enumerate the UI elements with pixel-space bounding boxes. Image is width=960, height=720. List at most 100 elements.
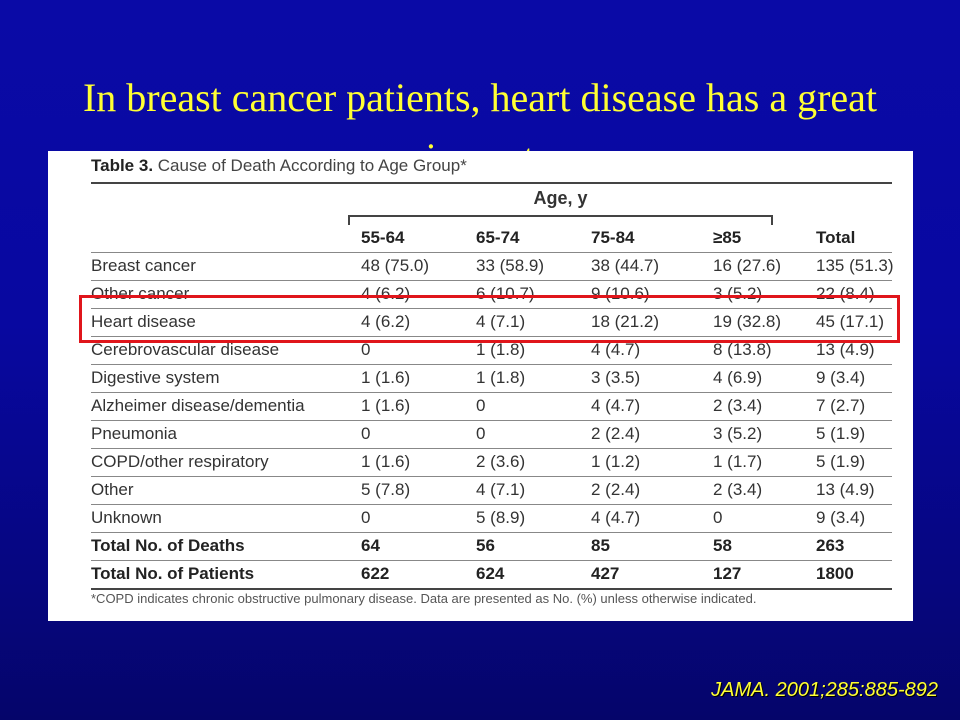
table-cell: 1800 [816,564,854,583]
table-cell: 38 (44.7) [591,256,660,275]
row-label: Other [91,480,134,499]
row-rule [91,448,892,449]
table-caption-text: Cause of Death According to Age Group* [157,156,467,175]
table-bottom-rule [91,588,892,590]
table-cell: 263 [816,536,845,555]
table-cell: 1 (1.7) [713,452,763,471]
table-cell: 9 (3.4) [816,508,866,527]
table-cell: 5 (7.8) [361,480,411,499]
table-row: Alzheimer disease/dementia 1 (1.6) 0 4 (… [91,392,892,420]
table-cell: 624 [476,564,505,583]
citation: JAMA. 2001;285:885-892 [711,679,938,701]
table-cell: 22 (8.4) [816,284,875,303]
table-cell: 0 [713,508,723,527]
row-rule [91,280,892,281]
heart-disease-highlight-box [79,295,900,343]
table-cell: 4 (6.2) [361,312,411,331]
column-header: 55-64 [361,228,405,247]
table-row: COPD/other respiratory 1 (1.6) 2 (3.6) 1… [91,448,892,476]
table-cell: 1 (1.8) [476,368,526,387]
table-row-heart-disease: Heart disease 4 (6.2) 4 (7.1) 18 (21.2) … [91,308,892,336]
row-label: Cerebrovascular disease [91,340,280,359]
column-header-row: 55-64 65-74 75-84 ≥85 Total [91,224,892,252]
table-cell: 33 (58.9) [476,256,545,275]
table-cell: 0 [476,424,486,443]
table-cell: 135 (51.3) [816,256,894,275]
row-label: Digestive system [91,368,220,387]
row-rule [91,532,892,533]
table-cell: 4 (4.7) [591,396,641,415]
table-cell: 4 (4.7) [591,340,641,359]
table-top-rule [91,182,892,184]
table-caption: Table 3. Cause of Death According to Age… [91,156,467,176]
row-rule [91,308,892,309]
table-cell: 0 [476,396,486,415]
table-cell: 5 (1.9) [816,452,866,471]
table-cell: 5 (8.9) [476,508,526,527]
age-group-header: Age, y [533,188,588,208]
table-cell: 2 (3.4) [713,480,763,499]
column-header: Total [816,228,856,247]
table-cell: 3 (5.2) [713,284,763,303]
row-label: Total No. of Deaths [91,536,245,555]
table-cell: 85 [591,536,610,555]
table-cell: 58 [713,536,732,555]
table-cell: 1 (1.6) [361,396,411,415]
table-cell: 0 [361,424,371,443]
row-label: Breast cancer [91,256,196,275]
table-cell: 427 [591,564,620,583]
table-cell: 7 (2.7) [816,396,866,415]
table-cell: 127 [713,564,742,583]
total-deaths-row: Total No. of Deaths 64 56 85 58 263 [91,532,892,560]
table-cell: 2 (3.4) [713,396,763,415]
row-label: Other cancer [91,284,190,303]
table-cell: 16 (27.6) [713,256,782,275]
row-rule [91,392,892,393]
table-cell: 13 (4.9) [816,340,875,359]
column-header: ≥85 [713,228,742,247]
table-cell: 9 (10.6) [591,284,650,303]
table-cell: 48 (75.0) [361,256,430,275]
row-rule [91,364,892,365]
row-rule [91,504,892,505]
row-label: Alzheimer disease/dementia [91,396,305,415]
table-cell: 18 (21.2) [591,312,660,331]
row-label: Heart disease [91,312,196,331]
row-rule [91,560,892,561]
table-cell: 45 (17.1) [816,312,885,331]
table-row: Breast cancer 48 (75.0) 33 (58.9) 38 (44… [91,252,894,280]
table-cell: 0 [361,340,371,359]
row-rule [91,420,892,421]
column-header: 75-84 [591,228,635,247]
table-row: Other 5 (7.8) 4 (7.1) 2 (2.4) 2 (3.4) 13… [91,476,892,504]
table-label: Table 3. [91,156,154,175]
table-footnote: *COPD indicates chronic obstructive pulm… [91,591,757,606]
table-row: Digestive system 1 (1.6) 1 (1.8) 3 (3.5)… [91,364,892,392]
table-row: Other cancer 4 (6.2) 6 (10.7) 9 (10.6) 3… [91,280,892,308]
table-cell: 19 (32.8) [713,312,782,331]
row-label: Pneumonia [91,424,178,443]
table-cell: 4 (7.1) [476,480,526,499]
age-bracket [348,215,773,225]
table-cell: 1 (1.2) [591,452,641,471]
table-cell: 0 [361,508,371,527]
table-row: Cerebrovascular disease 0 1 (1.8) 4 (4.7… [91,336,892,364]
table-row: Unknown 0 5 (8.9) 4 (4.7) 0 9 (3.4) [91,504,892,532]
table-image: Table 3. Cause of Death According to Age… [48,151,913,621]
table-cell: 622 [361,564,390,583]
row-label: Unknown [91,508,162,527]
table-cell: 3 (3.5) [591,368,641,387]
table-cell: 4 (7.1) [476,312,526,331]
table-cell: 6 (10.7) [476,284,535,303]
table-cell: 8 (13.8) [713,340,772,359]
row-rule [91,336,892,337]
table-cell: 2 (2.4) [591,480,641,499]
header-rule [91,252,892,253]
total-patients-row: Total No. of Patients 622 624 427 127 18… [91,560,892,588]
column-header: 65-74 [476,228,520,247]
table-cell: 1 (1.6) [361,368,411,387]
table-cell: 4 (6.9) [713,368,763,387]
table-cell: 3 (5.2) [713,424,763,443]
row-rule [91,476,892,477]
row-label: Total No. of Patients [91,564,255,583]
